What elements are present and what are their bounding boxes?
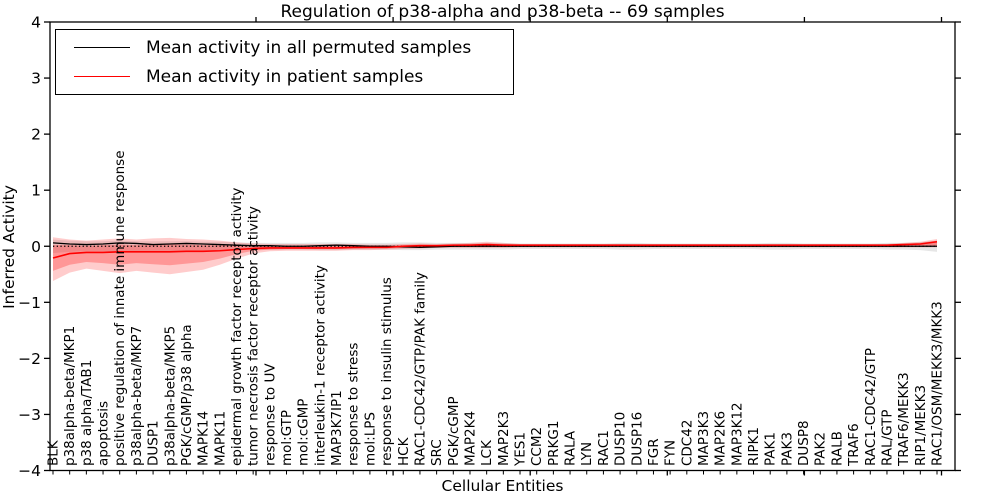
x-tick-label: PAK2 bbox=[813, 432, 829, 466]
x-tick-label: BLK bbox=[46, 439, 62, 466]
x-tick-label: apoptosis bbox=[96, 401, 112, 466]
x-tick-label: tumor necrosis factor receptor activity bbox=[246, 206, 262, 466]
legend-entry-permuted: Mean activity in all permuted samples bbox=[66, 38, 503, 58]
legend: Mean activity in all permuted samples Me… bbox=[55, 29, 514, 95]
y-tick-label: −3 bbox=[18, 406, 41, 424]
x-tick-label: FGR bbox=[646, 438, 662, 466]
x-tick-label: MAP3K12 bbox=[729, 402, 745, 466]
x-tick-label: mol:GTP bbox=[279, 410, 295, 466]
x-tick-label: SRC bbox=[429, 439, 445, 466]
legend-label-permuted: Mean activity in all permuted samples bbox=[146, 37, 472, 58]
x-tick-label: LYN bbox=[579, 442, 595, 466]
x-tick-label: response to stress bbox=[346, 343, 362, 466]
y-tick-label: 3 bbox=[31, 70, 41, 88]
x-tick-label: RALA bbox=[563, 430, 579, 466]
x-tick-label: MAP3K3 bbox=[696, 411, 712, 466]
x-tick-label: MAPK14 bbox=[196, 411, 212, 466]
x-tick-label: MAP2K3 bbox=[496, 411, 512, 466]
x-tick-label: positive regulation of innate immune res… bbox=[112, 150, 128, 466]
x-tick-label: DUSP10 bbox=[613, 412, 629, 466]
x-tick-label: p38alpha-beta/MKP1 bbox=[62, 326, 78, 466]
x-tick-label: p38alpha-beta/MKP7 bbox=[129, 326, 145, 466]
x-tick-label: PRKG1 bbox=[546, 421, 562, 466]
y-axis-label: Inferred Activity bbox=[0, 185, 18, 309]
x-tick-label: MAP2K6 bbox=[713, 411, 729, 466]
y-tick-label: 2 bbox=[31, 126, 41, 144]
legend-entry-patient: Mean activity in patient samples bbox=[66, 67, 503, 87]
series-patient-line bbox=[52, 240, 938, 259]
x-tick-label: PAK1 bbox=[763, 432, 779, 466]
x-tick-label: interleukin-1 receptor activity bbox=[312, 265, 328, 466]
x-tick-label: YES1 bbox=[513, 432, 529, 467]
x-tick-label: HCK bbox=[396, 436, 412, 466]
x-tick-label: response to UV bbox=[262, 363, 278, 466]
x-tick-label: CCM2 bbox=[529, 427, 545, 466]
legend-line-patient-icon bbox=[74, 76, 130, 77]
x-tick-label: FYN bbox=[663, 440, 679, 466]
x-tick-label: LCK bbox=[479, 439, 495, 466]
x-tick-label: RAC1/OSM/MEKK3/MKK3 bbox=[930, 301, 946, 466]
x-tick-label: PAK3 bbox=[779, 432, 795, 466]
y-tick-label: 0 bbox=[31, 238, 41, 256]
x-tick-label: RAC1-CDC42/GTP bbox=[863, 348, 879, 466]
x-tick-label: CDC42 bbox=[679, 420, 695, 466]
x-tick-label: DUSP16 bbox=[629, 412, 645, 466]
x-tick-label: p38alpha-beta/MKP5 bbox=[162, 326, 178, 466]
x-tick-label: TRAF6 bbox=[846, 423, 862, 467]
x-tick-label: DUSP8 bbox=[796, 420, 812, 466]
x-tick-label: epidermal growth factor receptor activit… bbox=[229, 188, 245, 466]
x-tick-label: RIPK1 bbox=[746, 427, 762, 466]
y-tick-label: −1 bbox=[18, 294, 41, 312]
legend-line-permuted-icon bbox=[74, 47, 130, 48]
x-tick-label: MAP3K7IP1 bbox=[329, 390, 345, 466]
x-tick-label: RAL/GTP bbox=[879, 409, 895, 466]
x-tick-label: PGK/cGMP bbox=[446, 396, 462, 466]
y-tick-label: 1 bbox=[31, 182, 41, 200]
y-tick-label: −2 bbox=[18, 350, 41, 368]
legend-label-patient: Mean activity in patient samples bbox=[146, 66, 424, 87]
x-tick-label: RALB bbox=[829, 431, 845, 466]
x-tick-label: RAC1-CDC42/GTP/PAK family bbox=[412, 272, 428, 466]
x-tick-label: RAC1 bbox=[596, 430, 612, 466]
x-axis-label: Cellular Entities bbox=[441, 477, 564, 495]
x-tick-label: response to insulin stimulus bbox=[379, 277, 395, 466]
y-tick-label: −4 bbox=[18, 462, 41, 480]
x-tick-label: MAPK11 bbox=[212, 411, 228, 466]
x-tick-label: PGK/cGMP/p38 alpha bbox=[179, 324, 195, 466]
y-tick-label: 4 bbox=[31, 14, 41, 32]
x-tick-label: mol:LPS bbox=[362, 412, 378, 466]
x-tick-label: mol:cGMP bbox=[296, 399, 312, 466]
chart-title: Regulation of p38-alpha and p38-beta -- … bbox=[280, 2, 725, 22]
x-tick-label: TRAF6/MEKK3 bbox=[896, 372, 912, 467]
x-tick-label: RIP1/MEKK3 bbox=[913, 385, 929, 466]
x-tick-label: MAP2K4 bbox=[462, 411, 478, 466]
series-permuted-line bbox=[52, 242, 937, 249]
x-tick-label: DUSP1 bbox=[146, 420, 162, 466]
x-tick-label: p38 alpha/TAB1 bbox=[79, 360, 95, 466]
